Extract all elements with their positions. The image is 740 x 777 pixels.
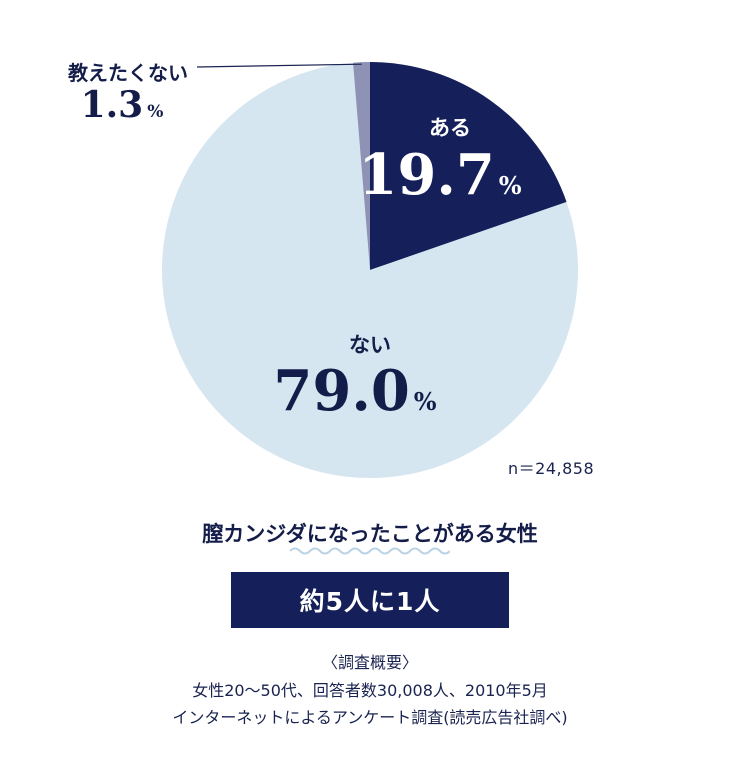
pie-slice-aru bbox=[370, 62, 567, 270]
survey-title: 〈調査概要〉 bbox=[321, 653, 418, 672]
ratio-text: 約5人に1人 bbox=[299, 587, 441, 616]
slice-label-nai: ない bbox=[349, 333, 391, 357]
headline: 膣カンジダになったことがある女性 bbox=[202, 522, 538, 546]
slice-label-oshietakunai: 教えたくない bbox=[68, 61, 188, 85]
survey-details: 女性20〜50代、回答者数30,008人、2010年5月 bbox=[192, 681, 548, 700]
pie-slice-nai bbox=[162, 62, 579, 479]
pie-slice-oshietakunai bbox=[353, 62, 370, 270]
slice-value-aru: 19.7% bbox=[358, 142, 521, 208]
leader-line bbox=[196, 63, 362, 68]
sample-size: n＝24,858 bbox=[508, 459, 595, 478]
slice-value-nai: 79.0% bbox=[273, 358, 436, 424]
ratio-banner: 約5人に1人 bbox=[231, 572, 509, 628]
slice-label-aru: ある bbox=[429, 116, 471, 140]
wavy-underline bbox=[290, 547, 450, 555]
survey-method: インターネットによるアンケート調査(読売広告社調べ) bbox=[172, 708, 568, 727]
slice-value-oshietakunai: 1.3% bbox=[81, 84, 164, 126]
